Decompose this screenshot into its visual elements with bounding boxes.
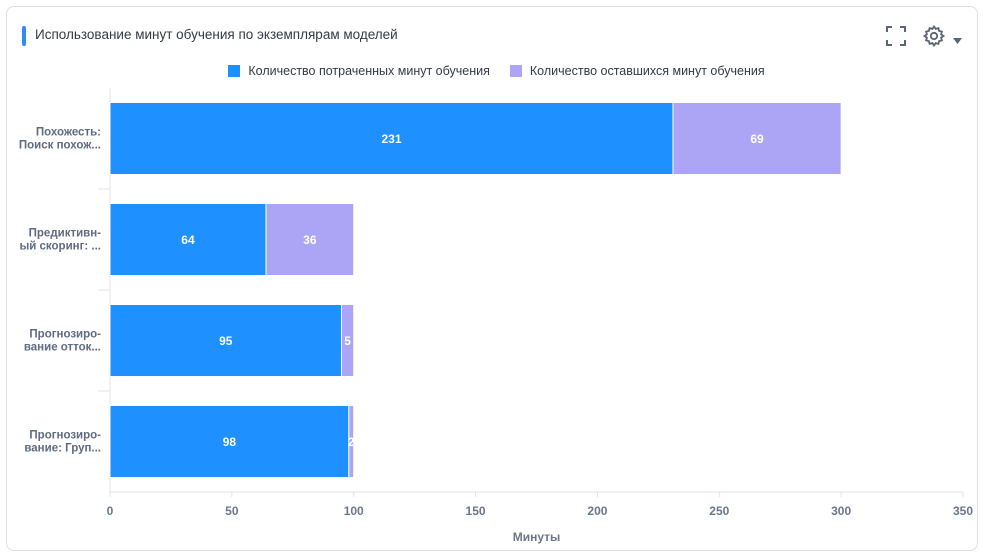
x-tick-label: 250 bbox=[709, 504, 729, 518]
category-label: Похожесть: bbox=[36, 127, 101, 139]
legend-swatch-remaining bbox=[509, 65, 522, 77]
legend-label-spent: Количество потраченных минут обучения bbox=[248, 64, 490, 78]
x-tick-label: 100 bbox=[344, 504, 364, 518]
data-label: 98 bbox=[223, 435, 237, 449]
x-tick-label: 50 bbox=[225, 504, 239, 518]
bar-remaining bbox=[672, 102, 842, 175]
chart-title: Использование минут обучения по экземпля… bbox=[35, 27, 398, 42]
gear-icon[interactable] bbox=[922, 24, 946, 53]
category-label: вание: Груп... bbox=[24, 443, 101, 455]
caret-down-icon[interactable] bbox=[953, 31, 962, 49]
data-label: 2 bbox=[348, 435, 355, 449]
data-label: 36 bbox=[303, 233, 317, 247]
x-tick-label: 150 bbox=[466, 504, 486, 518]
bar-spent bbox=[109, 102, 674, 175]
bar-remaining bbox=[348, 405, 355, 478]
category-label: Поиск похож... bbox=[19, 140, 101, 152]
bar-spent bbox=[109, 203, 267, 276]
x-tick-label: 200 bbox=[587, 504, 607, 518]
x-tick-label: 350 bbox=[953, 504, 973, 518]
legend: Количество потраченных минут обучения Ко… bbox=[0, 64, 983, 78]
title-accent bbox=[22, 26, 26, 46]
data-label: 64 bbox=[181, 233, 195, 247]
bar-spent bbox=[109, 405, 350, 478]
category-label: Предиктивн- bbox=[29, 228, 102, 240]
x-tick-label: 300 bbox=[831, 504, 851, 518]
data-label: 95 bbox=[219, 334, 233, 348]
legend-item-remaining[interactable]: Количество оставшихся минут обучения bbox=[509, 64, 765, 78]
legend-label-remaining: Количество оставшихся минут обучения bbox=[529, 64, 765, 78]
bar-remaining bbox=[265, 203, 355, 276]
category-label: вание отток... bbox=[24, 342, 101, 354]
data-label: 5 bbox=[344, 334, 351, 348]
bar-spent bbox=[109, 304, 343, 377]
x-tick-label: 0 bbox=[107, 504, 114, 518]
bar-remaining bbox=[341, 304, 355, 377]
category-label: Прогнозиро- bbox=[29, 430, 101, 442]
legend-item-spent[interactable]: Количество потраченных минут обучения bbox=[228, 64, 490, 78]
category-label: Прогнозиро- bbox=[29, 329, 101, 341]
data-label: 69 bbox=[750, 132, 764, 146]
x-axis-title: Минуты bbox=[513, 530, 561, 544]
data-label: 231 bbox=[381, 132, 401, 146]
category-label: ый скоринг: ... bbox=[19, 241, 101, 253]
fullscreen-icon[interactable] bbox=[885, 25, 907, 52]
legend-swatch-spent bbox=[228, 65, 241, 77]
